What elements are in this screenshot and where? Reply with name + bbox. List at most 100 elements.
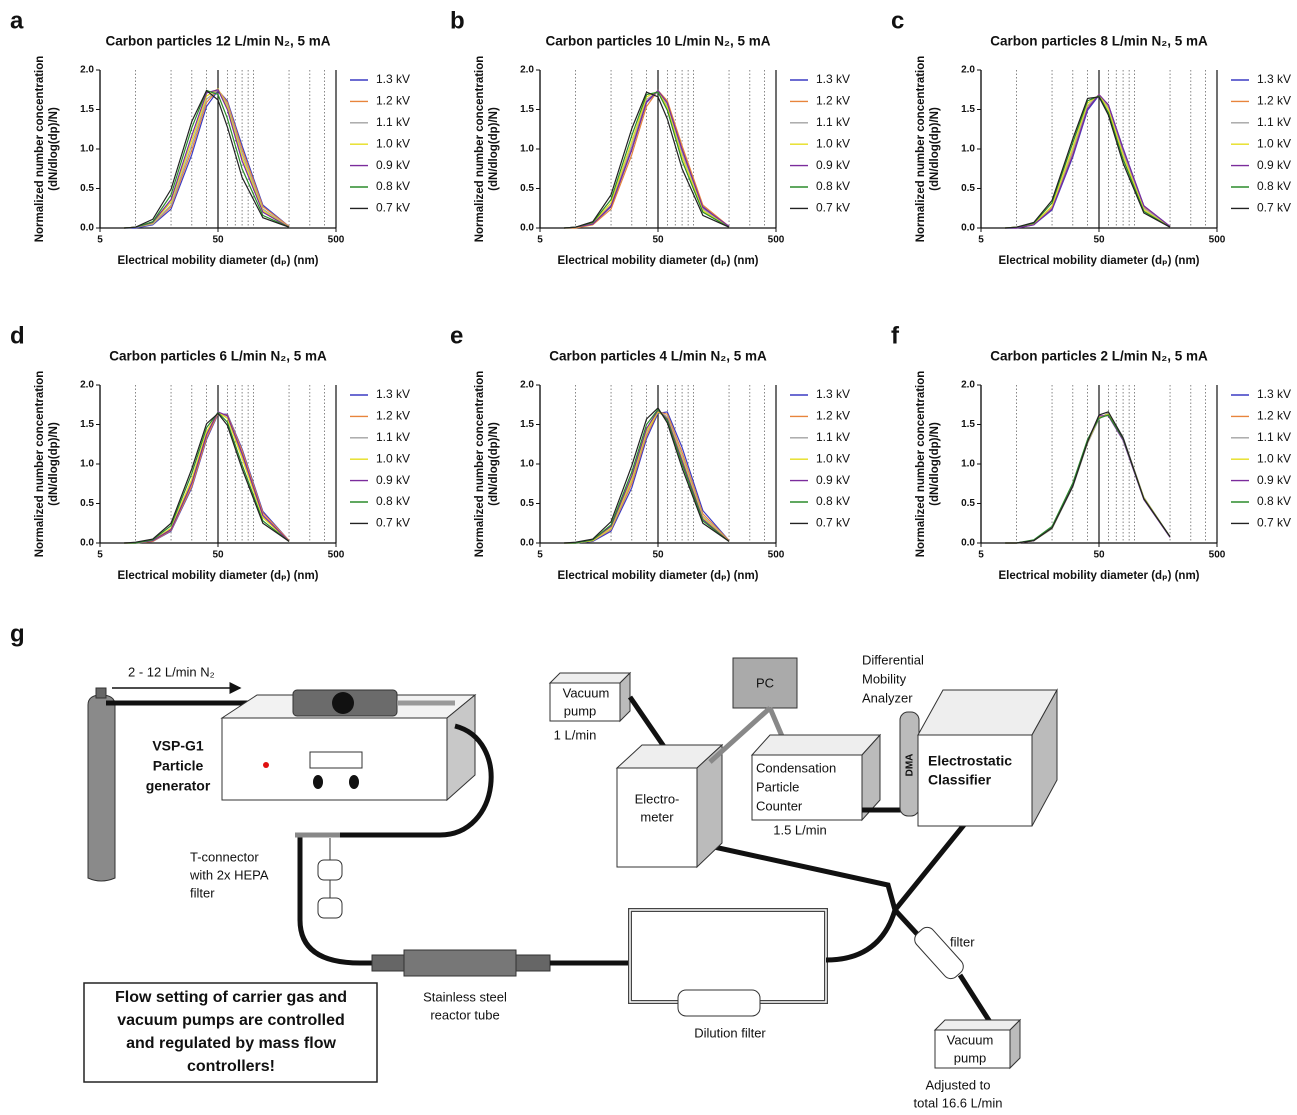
panel-label: f (891, 322, 900, 349)
note: vacuum pumps are controlled (117, 1012, 345, 1029)
chart-title: Carbon particles 4 L/min N₂, 5 mA (549, 349, 767, 364)
y-tick-label: 0.0 (80, 538, 94, 549)
dma-label: DMA (905, 754, 916, 777)
generator-box-part (332, 692, 354, 714)
vacuum-pump-2-part (934, 1029, 1011, 1069)
dma-description: Analyzer (862, 690, 913, 705)
setup-diagram: g 2 - 12 L/min N₂ VSP-G1 Particle genera… (10, 620, 1058, 1110)
pipe (704, 813, 974, 916)
y-axis-label: (dN/dlog(dp)/N) (929, 107, 941, 191)
vacuum-pump-2-part (933, 1019, 1022, 1031)
legend-label: 1.0 kV (1257, 136, 1291, 150)
filter-part (914, 926, 964, 980)
cpc-part (751, 754, 863, 821)
legend-label: 1.2 kV (1257, 94, 1291, 108)
legend-label: 1.3 kV (1257, 387, 1291, 401)
hepa-filter (317, 838, 343, 919)
x-tick-label: 5 (978, 550, 984, 561)
chart: e Carbon particles 4 L/min N₂, 5 mA Electr… (450, 322, 850, 582)
series-line (124, 89, 290, 229)
note-box-part (83, 982, 378, 1083)
series-line (124, 411, 290, 544)
vacuum-note: total 16.6 L/min (914, 1095, 1003, 1110)
vacuum-label: Vacuum (563, 685, 610, 700)
y-axis-label: Normalized number concentration (915, 56, 927, 243)
x-tick-label: 5 (97, 235, 103, 246)
x-tick-label: 500 (768, 235, 785, 246)
x-tick-label: 5 (978, 235, 984, 246)
legend-label: 1.3 kV (816, 387, 850, 401)
reactor-tube-part (371, 954, 405, 972)
series-line (1005, 412, 1171, 544)
x-axis-label: Electrical mobility diameter (dₚ) (nm) (557, 255, 758, 267)
t-connector-label: filter (190, 885, 215, 900)
y-tick-label: 1.5 (961, 104, 975, 115)
chart: f Carbon particles 2 L/min N₂, 5 mA Electr… (891, 322, 1291, 582)
series-line (124, 89, 290, 229)
chart-title: Carbon particles 2 L/min N₂, 5 mA (990, 349, 1208, 364)
series-line (1005, 93, 1171, 229)
legend-label: 0.7 kV (1257, 201, 1291, 215)
series-line (124, 412, 290, 544)
legend-label: 0.7 kV (376, 516, 410, 530)
legend-label: 0.8 kV (1257, 494, 1291, 508)
dilution-loop-part (677, 989, 761, 1017)
legend-label: 1.1 kV (816, 430, 850, 444)
panel-label: e (450, 322, 463, 349)
y-axis-label: (dN/dlog(dp)/N) (488, 422, 500, 506)
y-axis-label: (dN/dlog(dp)/N) (929, 422, 941, 506)
pc (732, 657, 798, 709)
y-axis-label: Normalized number concentration (915, 371, 927, 558)
t-connector-label: T-connector (190, 849, 259, 864)
chart-title: Carbon particles 8 L/min N₂, 5 mA (990, 34, 1208, 49)
y-axis-label: Normalized number concentration (34, 371, 46, 558)
panel-label: c (891, 7, 904, 34)
y-tick-label: 0.0 (961, 538, 975, 549)
legend-label: 1.0 kV (376, 136, 410, 150)
cpc (750, 733, 882, 822)
classifier-label: Electrostatic (928, 753, 1012, 769)
x-axis-label: Electrical mobility diameter (dₚ) (nm) (117, 570, 318, 582)
reactor-label: Stainless steel (423, 989, 507, 1004)
vacuum-pump-2 (933, 1018, 1022, 1070)
generator-label: VSP-G1 (152, 738, 204, 754)
y-tick-label: 1.5 (80, 104, 94, 115)
x-tick-label: 5 (97, 550, 103, 561)
classifier-label: Classifier (928, 772, 992, 788)
y-tick-label: 0.0 (80, 223, 94, 234)
chart-title: Carbon particles 10 L/min N₂, 5 mA (545, 34, 770, 49)
chart: d Carbon particles 6 L/min N₂, 5 mA Electr… (10, 322, 410, 582)
y-axis-label: (dN/dlog(dp)/N) (48, 422, 60, 506)
legend-label: 0.9 kV (376, 158, 410, 172)
y-tick-label: 0.0 (961, 223, 975, 234)
y-tick-label: 0.5 (961, 183, 975, 194)
cpc-label: Particle (756, 779, 799, 794)
y-tick-label: 1.5 (520, 104, 534, 115)
pipe (957, 973, 993, 1024)
x-axis-label: Electrical mobility diameter (dₚ) (nm) (117, 255, 318, 267)
y-axis-label: Normalized number concentration (474, 56, 486, 243)
panel-label: a (10, 7, 24, 34)
y-tick-label: 1.5 (520, 419, 534, 430)
pipe (825, 909, 898, 963)
electrometer (615, 743, 724, 869)
legend-label: 1.3 kV (376, 72, 410, 86)
dilution-loop-part (628, 908, 828, 1004)
y-tick-label: 1.0 (520, 459, 534, 470)
vacuum-pump-1-part (549, 682, 621, 722)
panel-label: g (10, 620, 25, 647)
vacuum-note: Adjusted to (925, 1077, 990, 1092)
vacuum-pump-1-part (548, 672, 632, 684)
series-line (564, 89, 730, 229)
y-tick-label: 0.5 (520, 183, 534, 194)
chart: b Carbon particles 10 L/min N₂, 5 mA Elect… (450, 7, 850, 267)
y-tick-label: 2.0 (961, 380, 975, 391)
t-connector-label: with 2x HEPA (189, 867, 269, 882)
y-tick-label: 1.0 (961, 459, 975, 470)
series-line (564, 89, 730, 229)
filter-label: filter (950, 934, 975, 949)
y-tick-label: 1.0 (961, 144, 975, 155)
y-axis-label: Normalized number concentration (34, 56, 46, 243)
generator-label: generator (146, 778, 211, 794)
x-tick-label: 50 (652, 550, 664, 561)
